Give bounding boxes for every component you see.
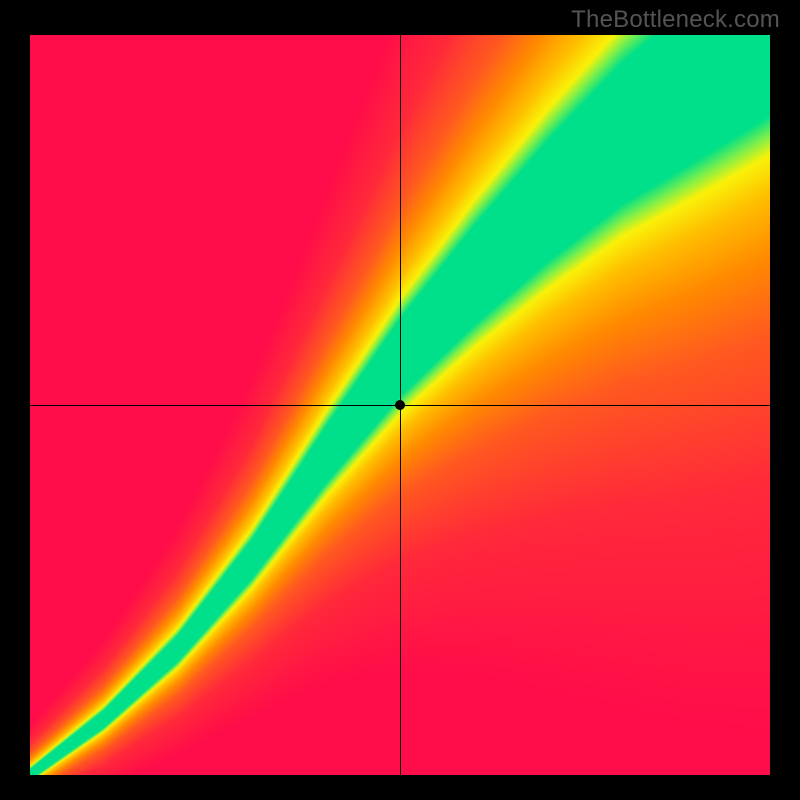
watermark-text: TheBottleneck.com xyxy=(571,6,780,34)
crosshair-marker xyxy=(395,400,405,410)
heatmap-plot xyxy=(30,35,770,775)
chart-container: TheBottleneck.com xyxy=(0,0,800,800)
